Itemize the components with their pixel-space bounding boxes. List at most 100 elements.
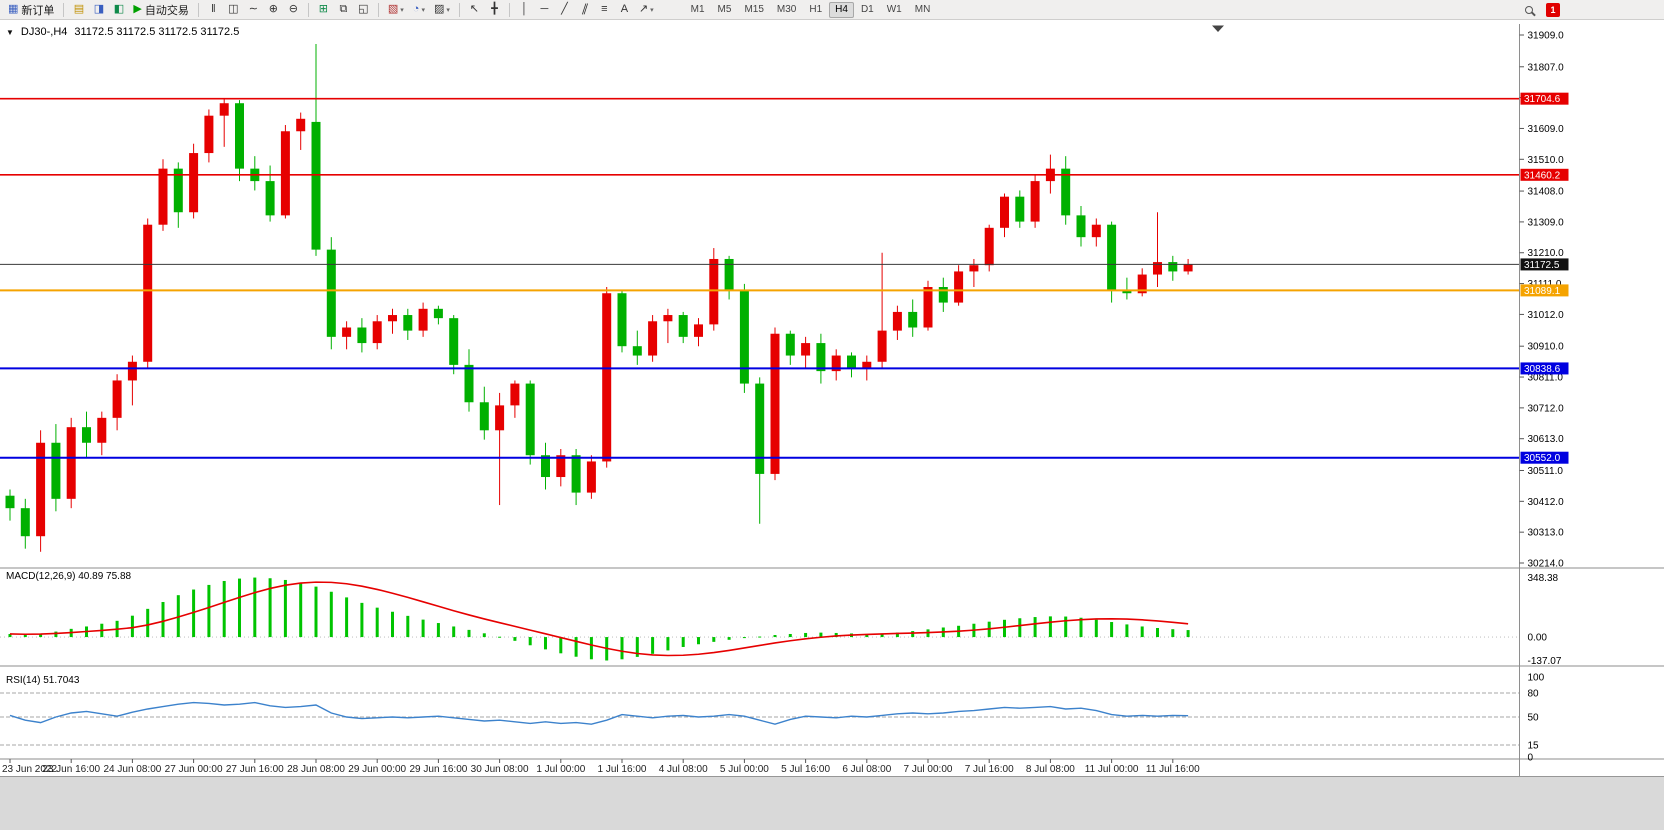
macd-histogram-bar xyxy=(482,633,486,638)
macd-histogram-bar xyxy=(589,637,593,660)
macd-histogram-bar xyxy=(1048,616,1052,638)
time-axis-label: 23 Jun 2022 xyxy=(2,764,57,775)
arrange-windows-button[interactable]: ◱ xyxy=(354,1,373,18)
cascade-windows-button[interactable]: ⧉ xyxy=(334,1,353,18)
macd-signal-line xyxy=(9,581,1189,657)
macd-histogram-bar xyxy=(1094,619,1098,638)
line-chart-button[interactable]: ∼ xyxy=(244,1,263,18)
candle-up xyxy=(984,227,994,266)
candle-down xyxy=(479,402,489,431)
macd-histogram-bar xyxy=(54,631,58,638)
data-window-icon: ◨ xyxy=(93,3,105,15)
notification-badge[interactable]: 1 xyxy=(1546,2,1560,17)
timeframe-button-mn[interactable]: MN xyxy=(914,4,931,15)
timeframe-button-h1[interactable]: H1 xyxy=(809,4,823,15)
candle-down xyxy=(816,343,826,372)
macd-histogram-bar xyxy=(283,579,287,638)
candle-up xyxy=(510,383,520,406)
collapse-triangle-icon[interactable]: ▼ xyxy=(6,27,14,37)
periods-button[interactable]: ◔ ▾ xyxy=(409,1,429,18)
crosshair-tool-button[interactable]: ╋ xyxy=(485,1,504,18)
candle-up xyxy=(189,153,199,213)
timeframe-button-d1[interactable]: D1 xyxy=(860,4,874,15)
candle-down xyxy=(739,290,749,384)
channel-tool-button[interactable]: ∥ xyxy=(575,1,594,18)
candle-up xyxy=(204,115,214,154)
cursor-icon: ↖ xyxy=(469,3,479,15)
macd-histogram-bar xyxy=(1171,629,1175,638)
price-level-badge-label: 30838.6 xyxy=(1524,364,1561,375)
zoom-out-button[interactable]: ⊖ xyxy=(284,1,303,18)
macd-histogram-bar xyxy=(788,633,792,638)
chart-title: ▼ DJ30-,H4 31172.5 31172.5 31172.5 31172… xyxy=(6,26,239,38)
new-chart-button[interactable]: ▧ ▾ xyxy=(384,1,408,18)
candle-up xyxy=(296,118,306,132)
market-watch-button[interactable]: ▤ xyxy=(69,1,88,18)
candle-down xyxy=(51,442,61,499)
cursor-tool-button[interactable]: ↖ xyxy=(465,1,484,18)
fibonacci-icon: ≡ xyxy=(601,3,608,15)
bars-chart-button[interactable]: ‖ xyxy=(204,1,223,18)
candle-down xyxy=(326,249,336,337)
macd-histogram-bar xyxy=(1186,630,1190,638)
rsi-label: RSI(14) 51.7043 xyxy=(6,675,80,686)
candlestick-chart-button[interactable]: ◫ xyxy=(224,1,243,18)
price-axis-label: 31309.0 xyxy=(1528,217,1565,228)
text-tool-icon: A xyxy=(620,3,629,15)
candle-down xyxy=(847,355,856,368)
timeframe-button-m30[interactable]: M30 xyxy=(776,4,797,15)
chevron-down-icon: ▾ xyxy=(421,6,425,14)
arrows-tool-button[interactable]: ↗ ▾ xyxy=(635,1,658,18)
time-axis-label: 27 Jun 00:00 xyxy=(165,764,223,775)
tile-windows-button[interactable]: ⊞ xyxy=(314,1,333,18)
price-axis-label: 30214.0 xyxy=(1528,559,1565,570)
auto-trading-label: 自动交易 xyxy=(144,4,189,17)
auto-trading-button[interactable]: ▶ 自动交易 xyxy=(129,1,192,18)
fibonacci-tool-button[interactable]: ≡ xyxy=(595,1,614,18)
candle-up xyxy=(388,315,397,322)
candle-down xyxy=(1168,262,1178,272)
candle-up xyxy=(586,461,596,493)
candle-down xyxy=(525,383,535,456)
price-axis-label: 31012.0 xyxy=(1528,310,1565,321)
candle-down xyxy=(617,293,627,347)
zoom-in-button[interactable]: ⊕ xyxy=(264,1,283,18)
search-button[interactable] xyxy=(1519,1,1538,18)
candle-up xyxy=(280,131,290,216)
trendline-tool-button[interactable]: ╱ xyxy=(555,1,574,18)
candle-up xyxy=(556,455,566,478)
horizontal-line-tool-button[interactable]: ─ xyxy=(535,1,554,18)
macd-histogram-bar xyxy=(727,637,731,640)
price-level-badge-label: 31172.5 xyxy=(1524,260,1560,271)
chart-canvas[interactable]: 31909.031807.031708.031609.031510.031408… xyxy=(0,24,1664,776)
macd-histogram-bar xyxy=(299,582,303,638)
candle-up xyxy=(495,405,505,431)
text-tool-button[interactable]: A xyxy=(615,1,634,18)
timeframe-button-h4[interactable]: H4 xyxy=(829,1,854,18)
candle-up xyxy=(372,321,382,344)
templates-button[interactable]: ▨ ▾ xyxy=(430,1,454,18)
time-axis-label: 1 Jul 00:00 xyxy=(536,764,585,775)
macd-histogram-bar xyxy=(819,632,823,638)
timeframe-button-m15[interactable]: M15 xyxy=(744,4,764,15)
timeframe-button-m5[interactable]: M5 xyxy=(717,4,732,15)
chart-shift-marker[interactable] xyxy=(1212,25,1224,33)
price-level-badge xyxy=(1520,258,1569,271)
status-area xyxy=(0,777,1664,830)
macd-histogram-bar xyxy=(544,637,547,650)
time-axis-label: 6 Jul 08:00 xyxy=(842,764,891,775)
macd-axis-label: -137.07 xyxy=(1528,656,1562,667)
price-axis-label: 30910.0 xyxy=(1528,342,1565,353)
vertical-line-tool-button[interactable]: │ xyxy=(515,1,534,18)
new-order-button[interactable]: ▦ 新订单 xyxy=(4,1,58,18)
arrange-windows-icon: ◱ xyxy=(358,3,369,15)
candle-up xyxy=(1030,181,1040,222)
time-axis-label: 11 Jul 00:00 xyxy=(1085,764,1139,775)
data-window-button[interactable]: ◨ xyxy=(89,1,108,18)
bars-chart-icon: ‖ xyxy=(211,3,216,15)
time-axis-label: 7 Jul 00:00 xyxy=(904,764,953,775)
navigator-button[interactable]: ◧ xyxy=(109,1,128,18)
price-axis-label: 31510.0 xyxy=(1528,155,1565,166)
timeframe-button-m1[interactable]: M1 xyxy=(690,4,705,15)
timeframe-button-w1[interactable]: W1 xyxy=(886,4,902,15)
